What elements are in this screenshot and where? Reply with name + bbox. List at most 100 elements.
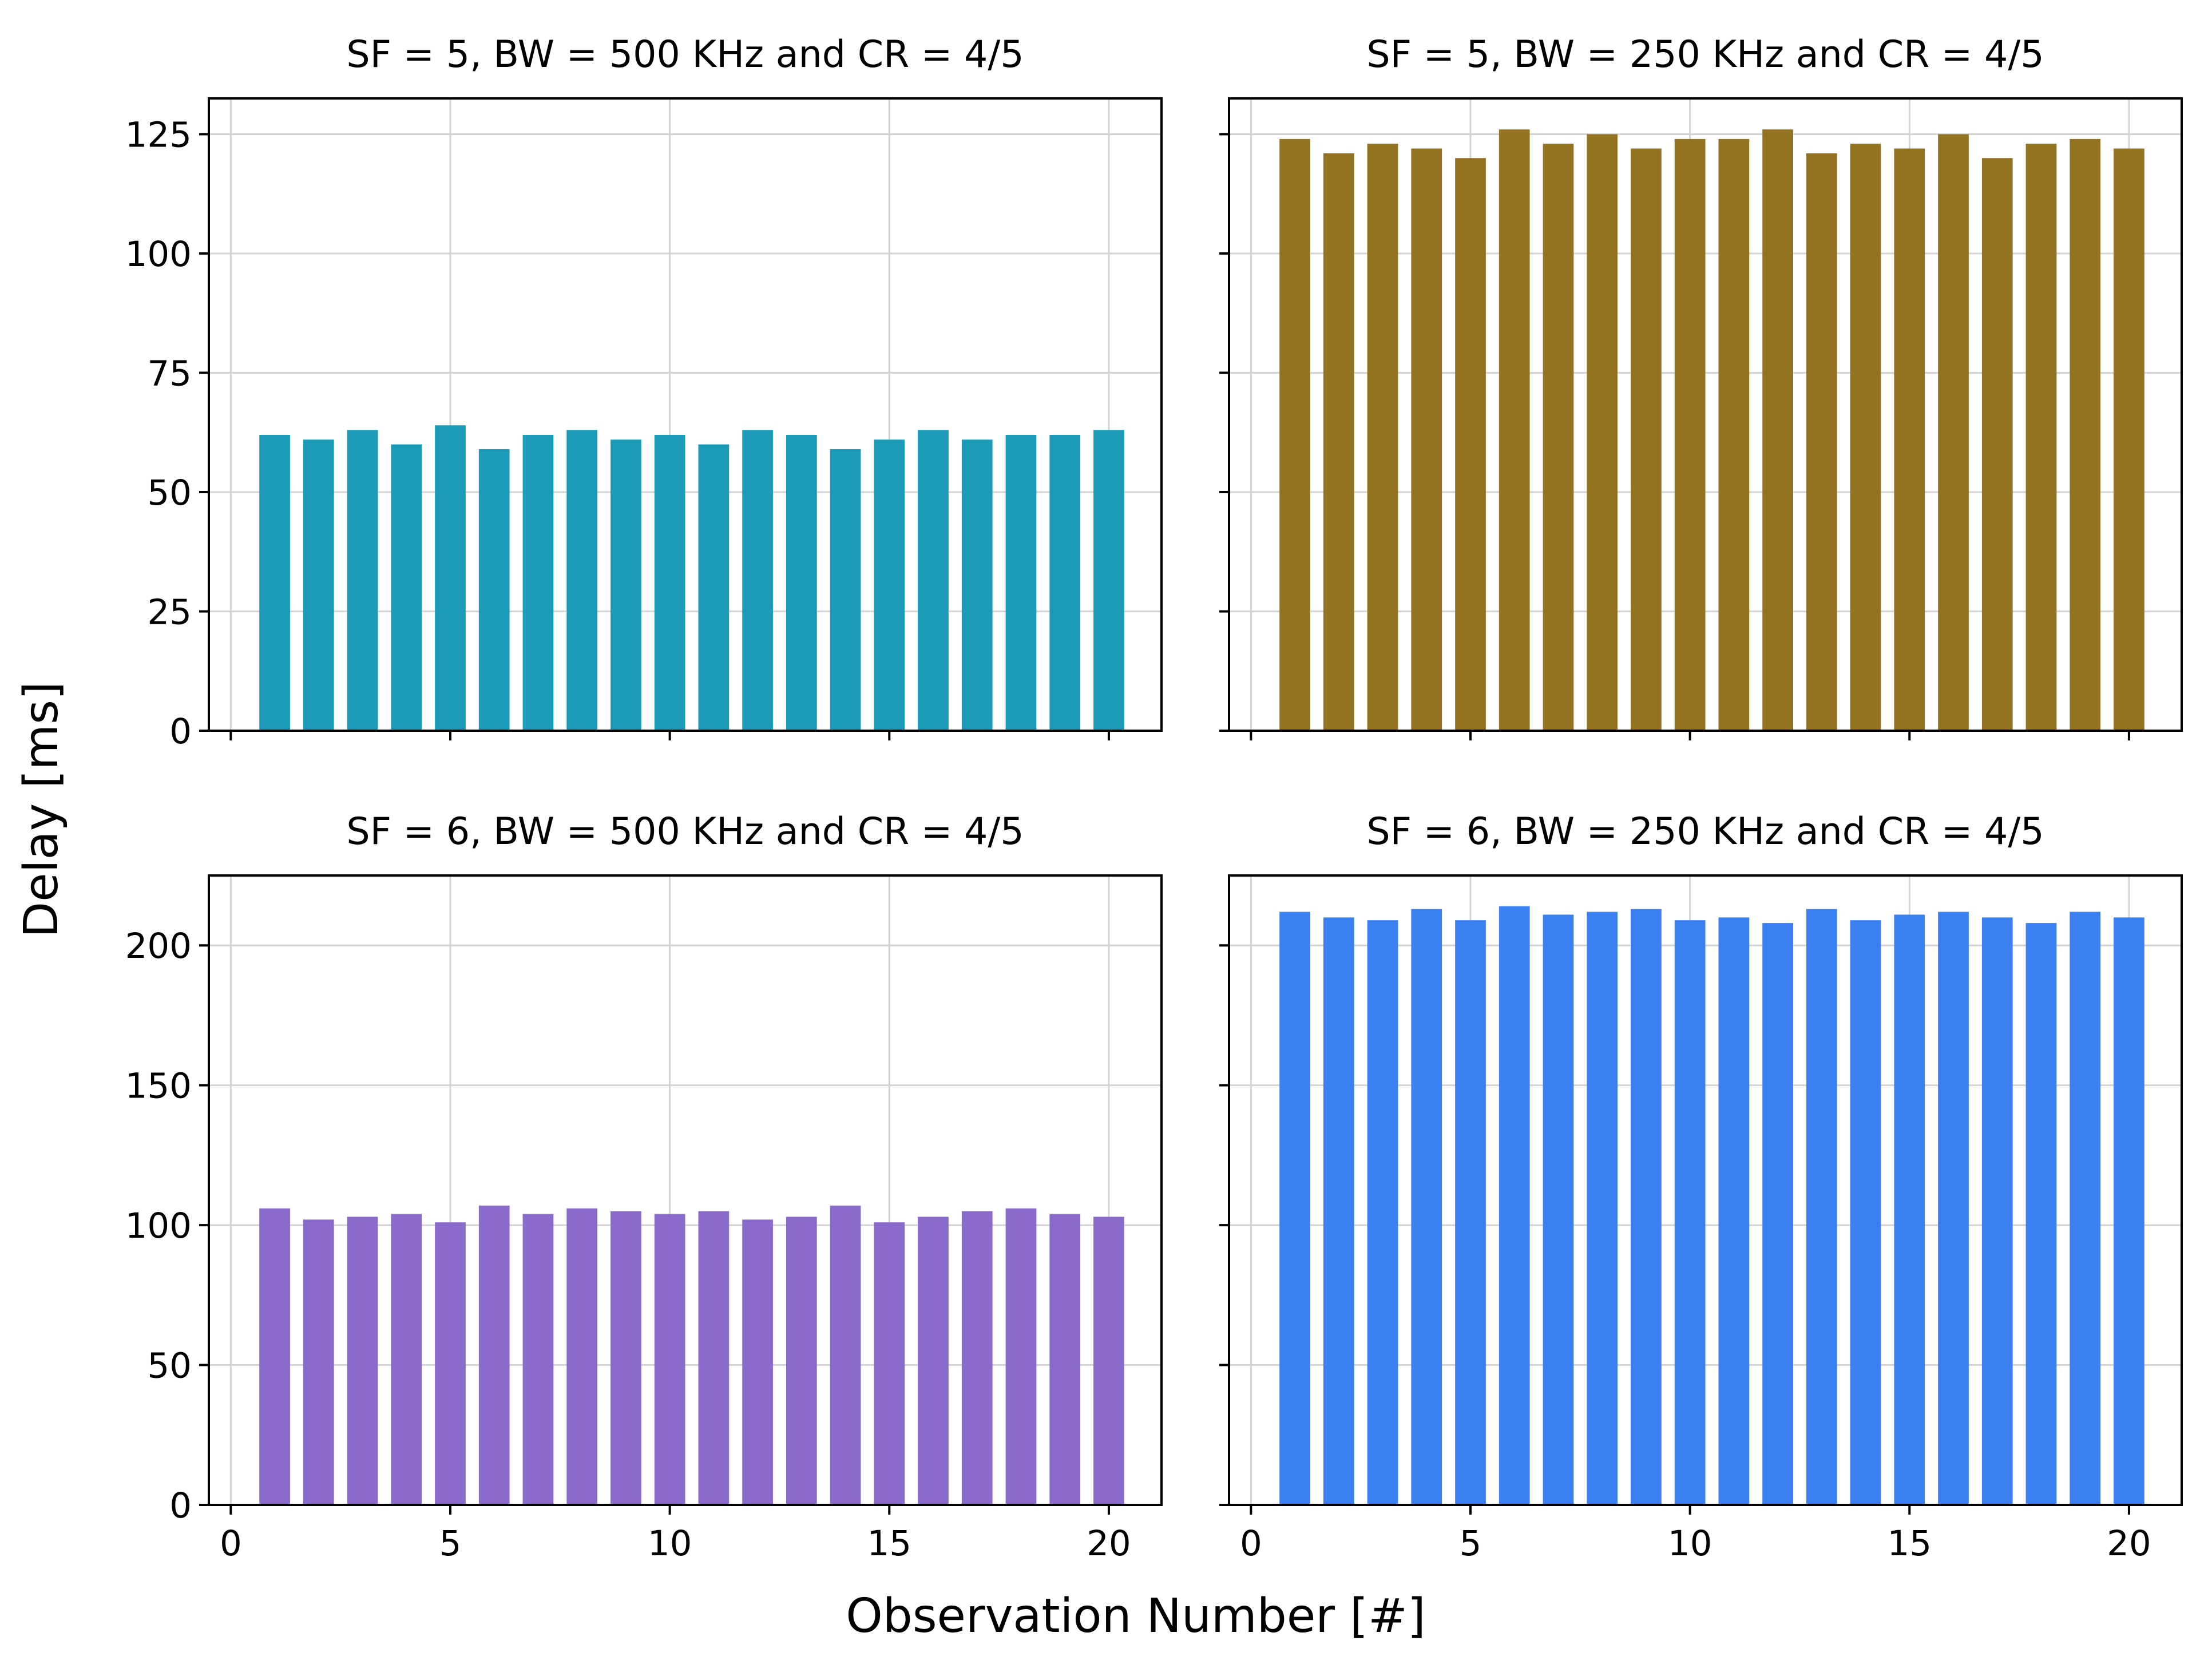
bar (1093, 1217, 1124, 1505)
bar (1279, 138, 1310, 731)
bar (391, 444, 422, 731)
bar (1850, 920, 1881, 1505)
x-tick-label: 0 (220, 1523, 242, 1564)
bar (1499, 129, 1530, 731)
bar (1938, 912, 1969, 1505)
panel-2: SF = 5, BW = 250 KHz and CR = 4/5 (1219, 33, 2183, 740)
bar (1894, 148, 1925, 731)
panel-1: 0 25 50 75 100 125 SF = 5, BW = 500 KHz and CR… (125, 33, 1163, 752)
bar (611, 439, 641, 731)
axes-frame (1228, 874, 2183, 1506)
bar (742, 430, 773, 731)
bar (1938, 134, 1969, 731)
bar (1499, 906, 1530, 1505)
bar (1367, 920, 1398, 1505)
bar (435, 425, 466, 731)
bar (303, 439, 334, 731)
y-tick-label: 200 (125, 926, 192, 966)
axes-frame (208, 97, 1163, 732)
bar (830, 1205, 861, 1505)
bar (1762, 129, 1793, 731)
bar (1455, 158, 1486, 731)
y-tick-label: 100 (125, 1206, 192, 1246)
figure-xlabel: Observation Number [#] (846, 1589, 1426, 1643)
bar (566, 430, 598, 731)
x-tick-label: 20 (2107, 1523, 2151, 1564)
bar (1543, 144, 1574, 731)
bar (2070, 138, 2101, 731)
bar (566, 1208, 598, 1505)
y-tick-label: 0 (169, 711, 192, 752)
bar (2025, 923, 2057, 1505)
x-tick-label: 0 (1240, 1523, 1262, 1564)
bar (1674, 920, 1706, 1505)
y-tick-label: 0 (169, 1485, 192, 1526)
y-tick-label: 150 (125, 1066, 192, 1107)
y-tick-label: 75 (147, 354, 192, 394)
bar (1981, 917, 2013, 1505)
bar (259, 1208, 290, 1505)
y-tick-label: 50 (147, 473, 192, 513)
x-tick-label: 5 (1460, 1523, 1482, 1564)
bar (1718, 917, 1750, 1505)
bar (1005, 1208, 1037, 1505)
bar (961, 1211, 993, 1505)
bar (2070, 912, 2101, 1505)
bar (522, 1214, 554, 1505)
bar (1049, 434, 1081, 731)
x-tick-label: 5 (439, 1523, 462, 1564)
y-tick-label: 100 (125, 234, 192, 275)
bar (1850, 144, 1881, 731)
bar (1279, 912, 1310, 1505)
bar (918, 1217, 949, 1505)
x-tick-label: 15 (867, 1523, 911, 1564)
bar (2114, 148, 2144, 731)
bar (1894, 914, 1925, 1505)
panel-title: SF = 5, BW = 500 KHz and CR = 4/5 (346, 33, 1024, 76)
bar (303, 1219, 334, 1505)
bar (1411, 909, 1442, 1505)
x-tick-label: 20 (1087, 1523, 1131, 1564)
bar (1455, 920, 1486, 1505)
bar (1093, 430, 1124, 731)
bar (1411, 148, 1442, 731)
bar (1005, 434, 1037, 731)
bar (918, 430, 949, 731)
bar (1323, 917, 1354, 1505)
bar (1631, 909, 1662, 1505)
bar (961, 439, 993, 731)
bar (2114, 917, 2144, 1505)
bar (2025, 144, 2057, 731)
bar (698, 444, 730, 731)
panel-title: SF = 6, BW = 500 KHz and CR = 4/5 (346, 810, 1024, 853)
bar (391, 1214, 422, 1505)
panel-4: 0 5 10 15 20 SF = 6, BW = 250 KHz and CR = 4/… (1219, 810, 2183, 1564)
bar (1762, 923, 1793, 1505)
y-tick-label: 25 (147, 592, 192, 633)
bar (1806, 909, 1837, 1505)
bar (698, 1211, 730, 1505)
x-tick-label: 10 (648, 1523, 692, 1564)
bar (1587, 134, 1618, 731)
bar (654, 434, 685, 731)
bar (742, 1219, 773, 1505)
panel-title: SF = 6, BW = 250 KHz and CR = 4/5 (1366, 810, 2044, 853)
bar (874, 439, 905, 731)
axes-frame (208, 874, 1163, 1506)
bar (435, 1222, 466, 1505)
bar (259, 434, 290, 731)
bar (1631, 148, 1662, 731)
bar (522, 434, 554, 731)
y-tick-label: 125 (125, 115, 192, 156)
bar (1049, 1214, 1081, 1505)
bar (1323, 153, 1354, 731)
bar (1718, 138, 1750, 731)
bar (786, 1217, 817, 1505)
bar (347, 430, 378, 731)
panel-title: SF = 5, BW = 250 KHz and CR = 4/5 (1366, 33, 2044, 76)
x-tick-label: 10 (1668, 1523, 1712, 1564)
bar (1367, 144, 1398, 731)
axes-frame (1228, 97, 2183, 732)
